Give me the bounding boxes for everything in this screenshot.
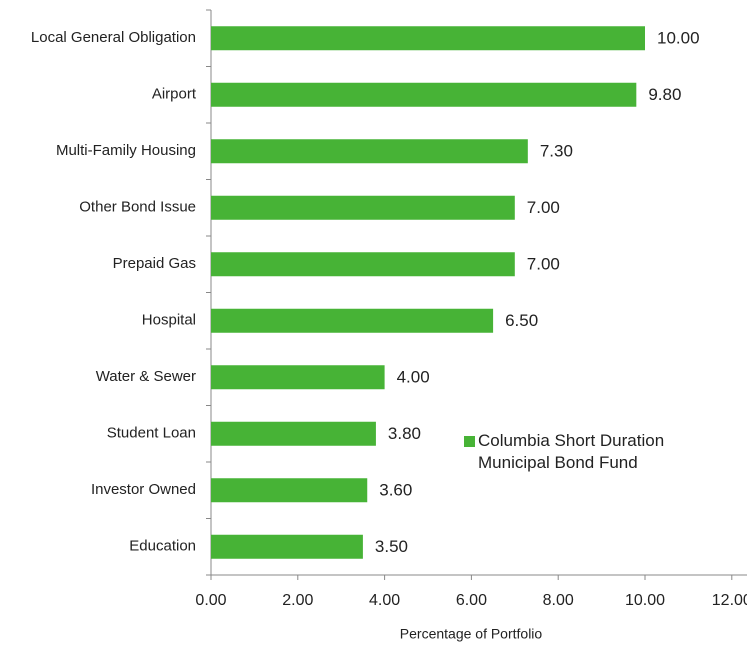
- value-label: 7.30: [540, 142, 573, 161]
- value-label: 7.00: [527, 255, 560, 274]
- y-tick-label: Hospital: [142, 312, 196, 329]
- bar: [211, 308, 494, 333]
- value-label: 6.50: [505, 311, 538, 330]
- y-tick-label: Water & Sewer: [96, 368, 196, 385]
- x-tick-label: 6.00: [456, 592, 487, 609]
- value-label: 3.80: [388, 424, 421, 443]
- bar: [211, 26, 645, 51]
- bar: [211, 252, 515, 277]
- y-tick-label: Student Loan: [107, 425, 196, 442]
- x-tick-label: 12.00: [712, 592, 747, 609]
- x-axis-label: Percentage of Portfolio: [400, 626, 543, 642]
- x-tick-label: 4.00: [369, 592, 400, 609]
- x-tick-label: 0.00: [195, 592, 226, 609]
- bar: [211, 534, 363, 559]
- y-tick-label: Education: [129, 538, 196, 555]
- y-tick-label: Prepaid Gas: [113, 255, 196, 272]
- y-tick-label: Airport: [152, 86, 197, 103]
- x-tick-label: 2.00: [282, 592, 313, 609]
- bar: [211, 421, 376, 446]
- x-tick-label: 8.00: [543, 592, 574, 609]
- bar: [211, 365, 385, 390]
- bar: [211, 195, 515, 220]
- y-tick-label: Multi-Family Housing: [56, 142, 196, 159]
- value-label: 7.00: [527, 198, 560, 217]
- y-tick-label: Other Bond Issue: [79, 199, 196, 216]
- bar: [211, 82, 637, 107]
- value-label: 3.60: [379, 481, 412, 500]
- bar: [211, 139, 528, 164]
- y-tick-label: Local General Obligation: [31, 29, 196, 46]
- value-label: 9.80: [648, 85, 681, 104]
- legend-label: Columbia Short Duration Municipal Bond F…: [478, 431, 665, 472]
- value-label: 10.00: [657, 29, 700, 48]
- y-tick-label: Investor Owned: [91, 481, 196, 498]
- value-label: 4.00: [397, 368, 430, 387]
- value-label: 3.50: [375, 537, 408, 556]
- bar: [211, 478, 368, 503]
- x-tick-label: 10.00: [625, 592, 665, 609]
- legend-swatch: [464, 436, 475, 447]
- legend: Columbia Short Duration Municipal Bond F…: [464, 430, 714, 474]
